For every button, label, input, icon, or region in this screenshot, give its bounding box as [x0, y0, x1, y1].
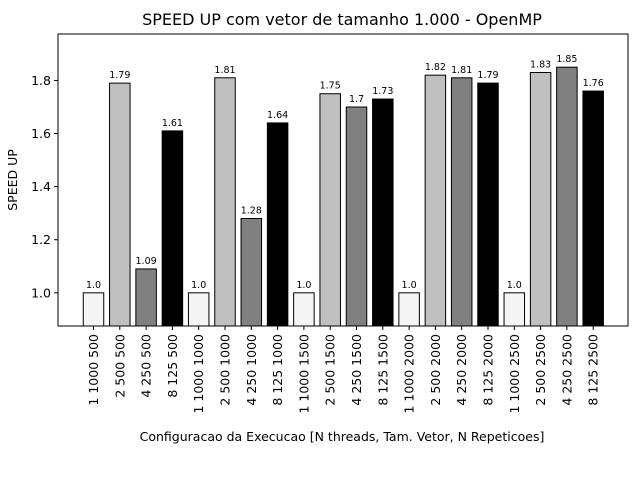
- data-label: 1.0: [86, 280, 101, 291]
- data-label: 1.85: [556, 54, 577, 65]
- x-axis-ticks: 1 1000 500 2 500 500 4 250 500 8 125 500 1 1…: [86, 326, 601, 414]
- x-tick-label: 1 1000 2000: [402, 334, 417, 414]
- bar: [372, 98, 394, 327]
- bar: [529, 71, 552, 327]
- y-tick-label: 1.0: [31, 285, 51, 300]
- y-axis-ticks: 1.0 1.2 1.4 1.6 1.8: [31, 73, 58, 300]
- y-tick-label: 1.8: [31, 73, 51, 88]
- bar: [582, 90, 604, 327]
- bar: [187, 292, 210, 327]
- x-tick-label: 8 125 2500: [586, 334, 601, 406]
- bar: [214, 77, 236, 327]
- x-tick-label: 8 125 1500: [375, 334, 390, 406]
- data-label: 1.82: [425, 62, 446, 73]
- data-label: 1.0: [191, 280, 206, 291]
- y-tick-label: 1.6: [31, 126, 51, 141]
- x-tick-label: 8 125 1000: [270, 334, 285, 406]
- x-tick-label: 2 500 1000: [218, 334, 233, 406]
- x-tick-label: 1 1000 1500: [296, 334, 311, 414]
- data-label: 1.81: [214, 65, 235, 76]
- data-label: 1.75: [320, 81, 341, 92]
- bar: [345, 106, 368, 327]
- data-labels-layer: 1.0 1.79 1.09 1.61 1.0 1.81 1.28 1.64 1.0 1.75 1.7…: [86, 54, 604, 291]
- data-label: 1.28: [241, 205, 262, 216]
- data-label: 1.09: [136, 256, 157, 267]
- data-label: 1.0: [296, 280, 311, 291]
- data-label: 1.83: [530, 59, 551, 70]
- bar: [266, 122, 289, 327]
- x-tick-label: 4 250 1500: [349, 334, 364, 406]
- bar: [424, 74, 447, 327]
- y-tick-label: 1.2: [31, 232, 51, 247]
- x-tick-label: 1 1000 2500: [507, 334, 522, 414]
- chart-title: SPEED UP com vetor de tamanho 1.000 - Op…: [142, 10, 542, 29]
- x-tick-label: 4 250 1000: [244, 334, 259, 406]
- bar: [319, 93, 341, 327]
- data-label: 1.61: [162, 118, 183, 129]
- x-tick-label: 1 1000 1000: [191, 334, 206, 414]
- bar: [450, 77, 473, 327]
- bar: [398, 292, 420, 327]
- bar: [240, 217, 263, 327]
- x-tick-label: 4 250 2500: [559, 334, 574, 406]
- x-tick-label: 8 125 500: [165, 334, 180, 398]
- y-axis-label: SPEED UP: [5, 149, 20, 211]
- x-tick-label: 2 500 500: [112, 334, 127, 398]
- data-label: 1.79: [477, 70, 498, 81]
- data-label: 1.76: [583, 78, 604, 89]
- bar: [135, 268, 157, 327]
- x-tick-label: 2 500 2000: [428, 334, 443, 406]
- bars-layer: [82, 66, 604, 327]
- bar: [477, 82, 499, 327]
- data-label: 1.0: [507, 280, 522, 291]
- data-label: 1.73: [372, 86, 393, 97]
- bar: [293, 292, 315, 327]
- x-tick-label: 4 250 2000: [454, 334, 469, 406]
- data-label: 1.64: [267, 110, 288, 121]
- x-tick-label: 2 500 1500: [323, 334, 338, 406]
- bar: [109, 82, 131, 327]
- x-axis-label: Configuracao da Execucao [N threads, Tam…: [140, 429, 545, 444]
- data-label: 1.81: [451, 65, 472, 76]
- data-label: 1.0: [402, 280, 417, 291]
- bar: [161, 130, 184, 327]
- x-tick-label: 4 250 500: [139, 334, 154, 398]
- x-tick-label: 1 1000 500: [86, 334, 101, 406]
- x-tick-label: 2 500 2500: [533, 334, 548, 406]
- x-tick-label: 8 125 2000: [481, 334, 496, 406]
- data-label: 1.7: [349, 94, 364, 105]
- bar: [556, 66, 578, 327]
- plot-area-frame: [57, 33, 629, 327]
- bar: [82, 292, 105, 327]
- data-label: 1.79: [109, 70, 130, 81]
- bar: [503, 292, 526, 327]
- y-tick-label: 1.4: [31, 179, 51, 194]
